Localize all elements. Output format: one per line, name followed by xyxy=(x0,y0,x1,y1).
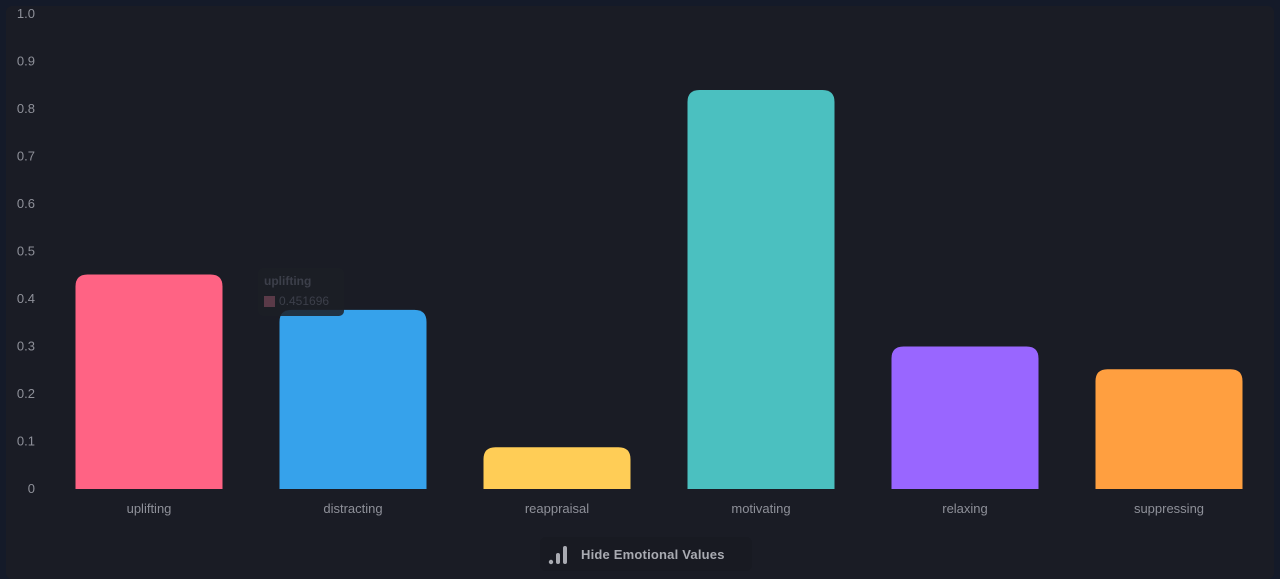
x-tick-label: motivating xyxy=(731,501,790,516)
y-tick-label: 0.7 xyxy=(17,149,35,164)
bar-relaxing[interactable] xyxy=(891,346,1039,490)
tooltip-value: 0.451696 xyxy=(279,294,330,308)
y-tick-label: 0 xyxy=(28,481,35,496)
toggle-label: Hide Emotional Values xyxy=(581,546,725,562)
y-tick-label: 0.6 xyxy=(17,196,35,211)
bar-distracting[interactable] xyxy=(279,309,427,489)
bars xyxy=(75,90,1243,490)
bar-uplifting[interactable] xyxy=(75,274,223,489)
y-tick-label: 0.8 xyxy=(17,101,35,116)
bar-reappraisal[interactable] xyxy=(483,447,631,489)
y-tick-label: 0.2 xyxy=(17,386,35,401)
y-tick-label: 0.1 xyxy=(17,434,35,449)
x-tick-label: distracting xyxy=(323,501,382,516)
x-tick-label: suppressing xyxy=(1134,501,1204,516)
hover-tooltip: uplifting 0.451696 xyxy=(258,268,344,316)
x-axis: uplifting distracting reappraisal motivatin… xyxy=(127,501,1204,516)
y-axis: 0 0.1 0.2 0.3 0.4 0.5 0.6 0.7 0.8 0.9 1.0 xyxy=(17,6,35,496)
bar-motivating[interactable] xyxy=(687,90,835,489)
x-tick-label: relaxing xyxy=(942,501,988,516)
y-tick-label: 0.5 xyxy=(17,244,35,259)
y-tick-label: 0.4 xyxy=(17,291,35,306)
x-tick-label: uplifting xyxy=(127,501,172,516)
x-tick-label: reappraisal xyxy=(525,501,589,516)
bar-suppressing[interactable] xyxy=(1095,369,1243,489)
y-tick-label: 0.3 xyxy=(17,339,35,354)
tooltip-title: uplifting xyxy=(264,274,312,288)
y-tick-label: 0.9 xyxy=(17,54,35,69)
bar-chart-icon xyxy=(548,543,570,565)
y-tick-label: 1.0 xyxy=(17,6,35,21)
tooltip-swatch xyxy=(264,295,275,307)
hide-emotional-values-button[interactable]: Hide Emotional Values xyxy=(540,537,752,571)
tooltip-row: 0.451696 xyxy=(264,294,329,308)
